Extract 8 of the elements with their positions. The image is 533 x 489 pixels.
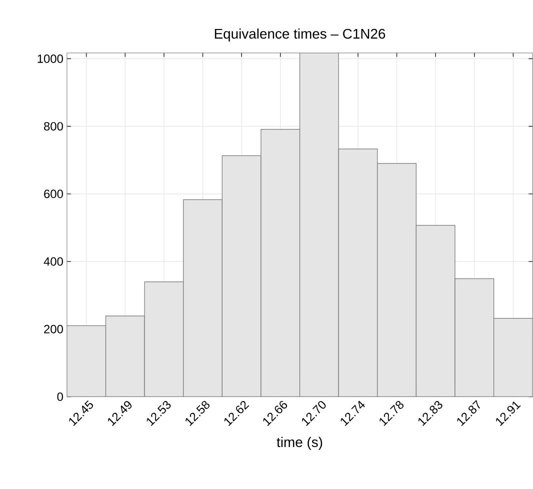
chart-title: Equivalence times – C1N26 [214, 28, 386, 42]
y-tick-label: 0 [57, 392, 63, 402]
y-tick-label: 200 [44, 325, 63, 334]
y-tick-label: 600 [44, 190, 63, 198]
x-axis-title: time (s) [276, 437, 322, 450]
y-tick-label: 800 [44, 122, 63, 131]
y-tick-label: 1000 [38, 54, 63, 64]
y-tick-label: 400 [44, 257, 63, 266]
